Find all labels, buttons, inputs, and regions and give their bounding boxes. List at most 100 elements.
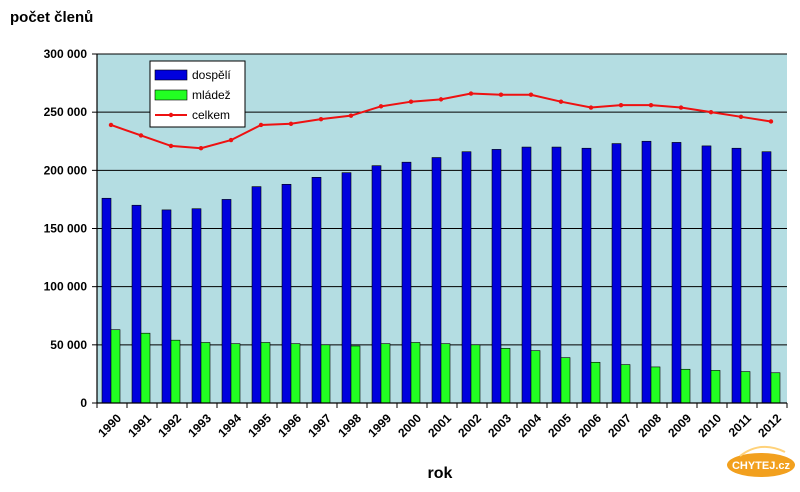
x-tick-label: 2009 bbox=[665, 411, 694, 440]
line-point-celkem bbox=[438, 97, 444, 102]
x-tick-label: 1996 bbox=[275, 411, 304, 440]
legend-label-mladez: mládež bbox=[192, 88, 231, 102]
bar-dospeli bbox=[101, 197, 112, 404]
line-point-celkem bbox=[198, 146, 204, 151]
line-point-celkem bbox=[498, 92, 504, 97]
x-tick-label: 1992 bbox=[155, 411, 184, 440]
y-axis-title: počet členů bbox=[10, 9, 93, 26]
bar-mladez bbox=[650, 366, 661, 404]
bar-dospeli bbox=[521, 146, 532, 404]
bar-dospeli bbox=[281, 183, 292, 404]
bar-mladez bbox=[200, 342, 211, 404]
bar-mladez bbox=[470, 344, 481, 404]
x-axis-title: rok bbox=[428, 465, 453, 482]
legend-label-dospeli: dospělí bbox=[192, 68, 231, 82]
line-point-celkem bbox=[618, 102, 624, 108]
y-tick-label: 100 000 bbox=[44, 280, 88, 294]
x-tick-label: 2006 bbox=[575, 411, 604, 440]
bar-dospeli bbox=[221, 199, 232, 404]
bar-dospeli bbox=[671, 142, 682, 404]
x-tick-label: 1993 bbox=[185, 411, 214, 440]
bar-mladez bbox=[350, 345, 361, 404]
line-point-celkem bbox=[378, 104, 384, 109]
bar-mladez bbox=[620, 364, 631, 404]
x-tick-label: 2007 bbox=[605, 411, 634, 440]
watermark-text: CHYTEJ.cz bbox=[732, 460, 791, 472]
y-tick-label: 150 000 bbox=[44, 222, 88, 236]
y-tick-label: 0 bbox=[80, 396, 87, 410]
y-tick-label: 200 000 bbox=[44, 163, 88, 177]
bar-mladez bbox=[680, 368, 691, 404]
line-point-celkem bbox=[588, 105, 594, 110]
line-point-celkem bbox=[348, 113, 354, 118]
bar-dospeli bbox=[761, 151, 772, 404]
legend-swatch-mladez bbox=[154, 89, 188, 101]
line-point-celkem bbox=[708, 109, 714, 115]
bar-mladez bbox=[770, 372, 781, 404]
bar-dospeli bbox=[551, 146, 562, 404]
y-tick-label: 50 000 bbox=[50, 338, 87, 352]
bar-dospeli bbox=[431, 157, 442, 404]
line-point-celkem bbox=[288, 121, 294, 127]
bar-dospeli bbox=[491, 149, 502, 404]
bar-mladez bbox=[740, 371, 751, 404]
x-tick-label: 1990 bbox=[95, 411, 124, 440]
bar-dospeli bbox=[701, 145, 712, 404]
x-tick-label: 2011 bbox=[726, 411, 755, 440]
bar-mladez bbox=[260, 342, 271, 404]
bar-dospeli bbox=[461, 151, 472, 404]
bar-dospeli bbox=[401, 161, 412, 404]
watermark-arc bbox=[739, 445, 786, 457]
line-point-celkem bbox=[558, 99, 564, 104]
line-point-celkem bbox=[678, 105, 684, 110]
x-tick-label: 1991 bbox=[125, 411, 154, 440]
line-point-celkem bbox=[408, 99, 414, 104]
line-series bbox=[108, 91, 774, 151]
x-tick-label: 2001 bbox=[425, 411, 454, 440]
bar-mladez bbox=[320, 344, 331, 404]
bar-dospeli bbox=[191, 208, 202, 404]
x-tick-label: 2000 bbox=[395, 411, 424, 440]
bar-mladez bbox=[560, 357, 571, 404]
line-point-celkem bbox=[318, 116, 324, 122]
gridlines bbox=[97, 53, 787, 346]
bar-mladez bbox=[110, 329, 121, 404]
legend-label-celkem: celkem bbox=[192, 108, 230, 122]
bar-dospeli bbox=[641, 140, 652, 404]
y-tick-label: 300 000 bbox=[44, 47, 88, 61]
bar-dospeli bbox=[581, 147, 592, 404]
x-tick-label: 1999 bbox=[365, 411, 394, 440]
line-point-celkem bbox=[228, 137, 234, 143]
x-axis-ticks: 1990 1991 1992 1993 1994 1995 1996 1997 1998 1999… bbox=[95, 403, 788, 440]
line-point-celkem bbox=[258, 122, 264, 128]
line-point-celkem bbox=[138, 133, 144, 138]
watermark-badge bbox=[727, 453, 795, 477]
bar-mladez bbox=[170, 339, 181, 404]
line-point-celkem bbox=[768, 119, 774, 124]
x-tick-label: 1997 bbox=[305, 411, 334, 440]
bar-dospeli bbox=[311, 177, 322, 404]
bars bbox=[101, 140, 781, 404]
bar-mladez bbox=[530, 350, 541, 404]
x-tick-label: 2010 bbox=[695, 411, 724, 440]
line-point-celkem bbox=[648, 102, 654, 108]
bar-dospeli bbox=[131, 204, 142, 404]
x-tick-label: 1998 bbox=[335, 411, 364, 440]
legend: dospělí mládež celkem bbox=[149, 60, 246, 128]
y-axis-ticks: 0 50 000 100 000 150 000 200 000 250 000 300 0… bbox=[44, 47, 97, 410]
y-tick-label: 250 000 bbox=[44, 105, 88, 119]
line-point-celkem bbox=[468, 91, 474, 96]
x-tick-label: 2008 bbox=[635, 411, 664, 440]
bar-mladez bbox=[290, 343, 301, 404]
bar-dospeli bbox=[611, 143, 622, 404]
line-point-celkem bbox=[738, 114, 744, 120]
line-point-celkem bbox=[168, 143, 174, 149]
line-point-celkem bbox=[528, 92, 534, 97]
x-tick-label: 1995 bbox=[245, 411, 274, 440]
legend-swatch-dospeli bbox=[154, 69, 188, 81]
x-tick-label: 2005 bbox=[545, 411, 574, 440]
bar-mladez bbox=[140, 332, 151, 404]
x-tick-label: 2004 bbox=[515, 411, 544, 440]
bar-mladez bbox=[500, 348, 511, 404]
